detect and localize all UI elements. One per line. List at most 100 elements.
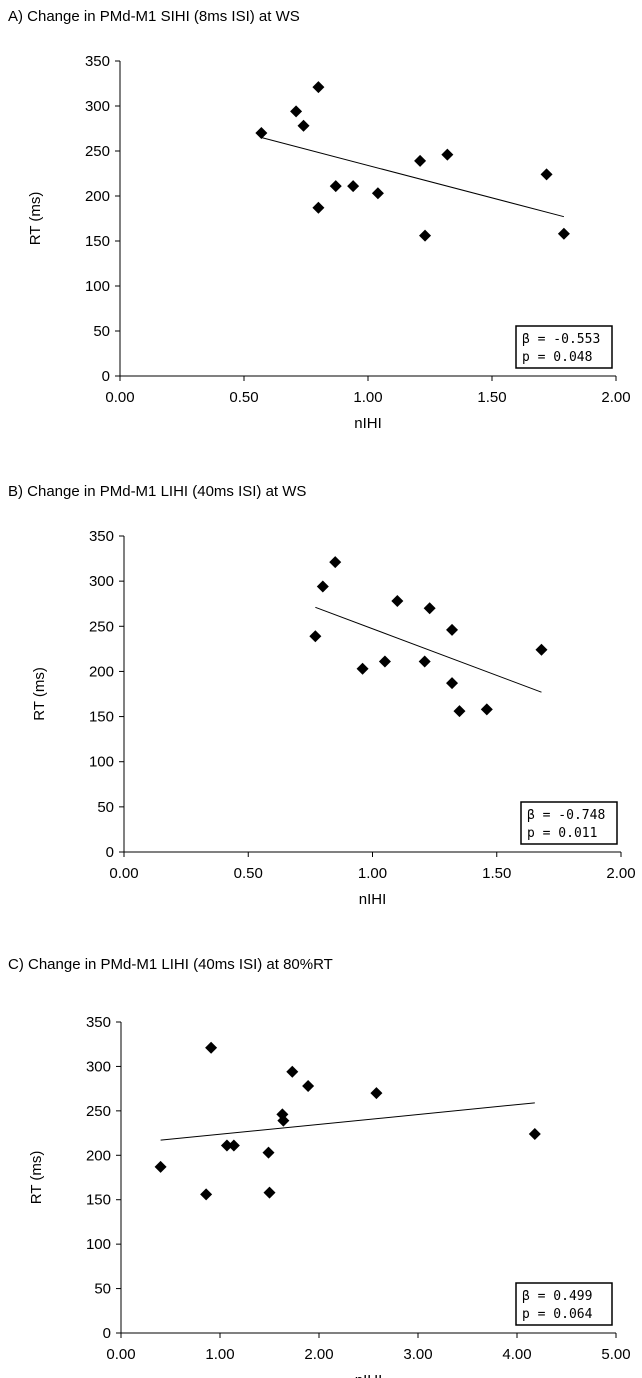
panel-c: C) Change in PMd-M1 LIHI (40ms ISI) at 8…	[0, 948, 642, 1378]
x-tick-label: 1.50	[477, 389, 506, 406]
data-point	[441, 148, 454, 161]
data-point	[309, 630, 322, 643]
p-value: p = 0.048	[522, 350, 592, 365]
y-tick-label: 150	[85, 233, 110, 250]
data-point	[371, 187, 384, 200]
data-point	[302, 1079, 315, 1092]
data-point	[453, 705, 466, 718]
data-point	[540, 168, 553, 181]
trendline	[315, 606, 542, 693]
data-point	[255, 127, 268, 139]
data-point	[446, 623, 459, 636]
data-point	[528, 1127, 541, 1140]
y-tick-label: 300	[89, 573, 114, 590]
data-point	[378, 655, 391, 668]
y-tick-label: 150	[86, 1192, 111, 1209]
stats-box	[515, 325, 613, 369]
x-tick-label: 1.50	[482, 865, 511, 882]
x-tick-label: 3.00	[403, 1346, 432, 1363]
scatter-plot: 0 50 100 150 200 250 300 350 0.00 0.50 1.00 1.50 2.0…	[27, 53, 631, 432]
y-tick-label: 300	[86, 1058, 111, 1075]
y-tick-label: 250	[85, 143, 110, 160]
panel-a: A) Change in PMd-M1 SIHI (8ms ISI) at WS…	[0, 0, 642, 460]
chart-title: A) Change in PMd-M1 SIHI (8ms ISI) at WS	[8, 8, 300, 25]
x-tick-label: 2.00	[304, 1346, 333, 1363]
p-value: p = 0.064	[522, 1307, 593, 1322]
data-point	[316, 580, 329, 593]
data-point	[220, 1139, 233, 1152]
x-tick-label: 0.00	[106, 1346, 135, 1363]
data-point	[480, 703, 493, 716]
beta-value: β = 0.499	[522, 1289, 592, 1304]
y-tick-label: 150	[89, 709, 114, 726]
x-tick-label: 0.50	[234, 865, 263, 882]
x-tick-label: 1.00	[205, 1346, 234, 1363]
y-tick-label: 50	[94, 1281, 111, 1298]
y-tick-label: 100	[89, 754, 114, 771]
x-axis-label: nIHI	[359, 891, 387, 908]
data-point	[312, 81, 325, 94]
x-tick-label: 2.00	[601, 389, 630, 406]
data-point	[329, 556, 342, 569]
x-tick-label: 4.00	[502, 1346, 531, 1363]
data-point	[535, 643, 548, 656]
trendline	[261, 137, 565, 218]
beta-value: β = -0.553	[522, 332, 600, 347]
data-point	[423, 602, 436, 615]
y-tick-label: 0	[102, 368, 110, 385]
chart-title: C) Change in PMd-M1 LIHI (40ms ISI) at 8…	[8, 956, 333, 973]
data-point	[277, 1114, 290, 1127]
y-tick-label: 250	[86, 1103, 111, 1120]
data-point	[414, 154, 427, 167]
y-tick-label: 0	[106, 844, 114, 861]
y-axis-label: RT (ms)	[27, 192, 44, 246]
y-tick-label: 200	[86, 1147, 111, 1164]
y-tick-label: 250	[89, 618, 114, 635]
x-tick-label: 5.00	[601, 1346, 630, 1363]
x-tick-label: 0.00	[109, 865, 138, 882]
chart-title: B) Change in PMd-M1 LIHI (40ms ISI) at W…	[8, 483, 307, 500]
x-tick-label: 1.00	[358, 865, 387, 882]
y-tick-label: 100	[86, 1236, 111, 1253]
data-point	[370, 1087, 383, 1100]
beta-value: β = -0.748	[527, 808, 605, 823]
x-axis-label: nIHI	[354, 415, 382, 432]
data-point	[557, 227, 570, 240]
data-point	[290, 105, 303, 118]
y-tick-label: 350	[86, 1014, 111, 1031]
y-tick-label: 350	[85, 53, 110, 70]
stats-box	[520, 801, 618, 845]
data-point	[418, 655, 431, 668]
x-tick-label: 1.00	[353, 389, 382, 406]
y-axis-label: RT (ms)	[31, 667, 48, 721]
data-point	[262, 1146, 275, 1159]
data-point	[200, 1188, 213, 1201]
data-point	[329, 180, 342, 193]
x-tick-label: 0.50	[229, 389, 258, 406]
y-tick-label: 200	[89, 663, 114, 680]
stats-box	[515, 1282, 613, 1326]
y-tick-label: 350	[89, 528, 114, 545]
data-point	[391, 595, 404, 608]
data-point	[154, 1160, 167, 1173]
data-point	[205, 1041, 218, 1054]
panel-b: B) Change in PMd-M1 LIHI (40ms ISI) at W…	[0, 475, 642, 935]
data-point	[446, 677, 459, 690]
scatter-plot: 0 50 100 150 200 250 300 350 0.00 1.00 2.00 3.00 4.0…	[28, 1014, 631, 1378]
y-axis-label: RT (ms)	[28, 1151, 45, 1205]
data-point	[227, 1139, 240, 1152]
y-tick-label: 100	[85, 278, 110, 295]
x-axis-label: nIHI	[355, 1372, 383, 1378]
x-tick-label: 2.00	[606, 865, 635, 882]
data-point	[263, 1186, 276, 1199]
data-point	[297, 119, 310, 132]
y-tick-label: 50	[97, 799, 114, 816]
y-tick-label: 50	[93, 323, 110, 340]
x-tick-label: 0.00	[105, 389, 134, 406]
data-point	[347, 180, 360, 193]
data-point	[356, 662, 369, 675]
scatter-plot: 0 50 100 150 200 250 300 350 0.00 0.50 1.00 1.50 2.0…	[31, 528, 636, 908]
data-point	[312, 201, 325, 214]
y-tick-label: 200	[85, 188, 110, 205]
trendline	[160, 1102, 535, 1141]
